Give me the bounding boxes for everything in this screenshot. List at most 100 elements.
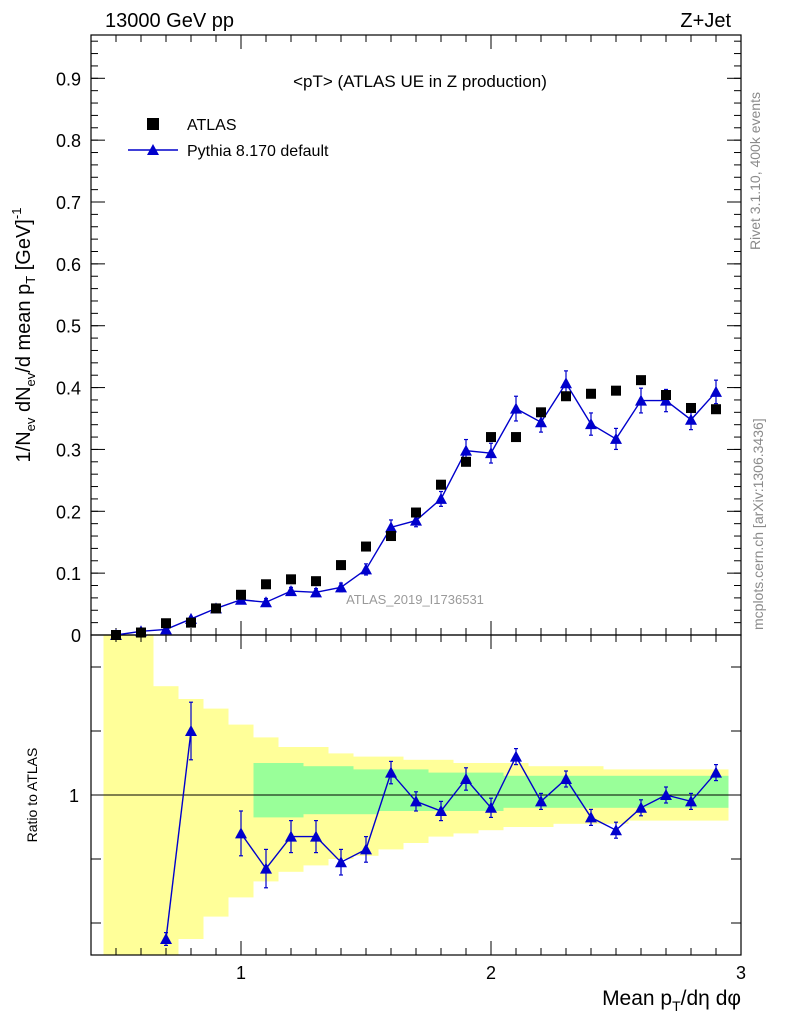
pythia-point xyxy=(410,514,422,526)
main-series xyxy=(110,370,722,640)
pythia-point xyxy=(660,394,672,406)
atlas-point xyxy=(511,432,521,443)
pythia-point xyxy=(710,385,722,397)
ratio-point xyxy=(410,795,422,807)
atlas-point xyxy=(261,579,271,590)
atlas-point xyxy=(636,375,646,386)
ratio-point xyxy=(360,843,372,855)
mcplots-label: mcplots.cern.ch [arXiv:1306.3436] xyxy=(750,418,766,630)
atlas-point xyxy=(136,627,146,638)
ratio-point xyxy=(460,773,472,784)
analysis-id: ATLAS_2019_I1736531 xyxy=(346,592,484,607)
ratio-point xyxy=(535,795,547,807)
legend-pythia-label: Pythia 8.170 default xyxy=(187,143,329,160)
inner-band-bin xyxy=(578,775,604,808)
atlas-point xyxy=(361,541,371,552)
x-axis-label-sub: T xyxy=(672,998,681,1014)
y-tick-label: 0.6 xyxy=(56,255,81,275)
inner-band-bin xyxy=(328,766,354,815)
y-axis-label-part: [GeV] xyxy=(13,219,35,276)
ratio-point xyxy=(560,773,572,784)
y-tick-label: 0.4 xyxy=(56,379,81,399)
pythia-point xyxy=(260,596,272,608)
x-axis-label: Mean pT/dη dφ xyxy=(602,987,741,1014)
legend-atlas-marker xyxy=(147,118,159,130)
y-axis-label-sub: ev xyxy=(23,417,38,431)
y-tick-label: 0 xyxy=(71,626,81,646)
ratio-point xyxy=(260,862,272,874)
x-tick-label: 2 xyxy=(486,963,496,983)
y-tick-label: 0.8 xyxy=(56,131,81,151)
y-axis-label-part: 1/N xyxy=(13,431,35,462)
y-tick-label: 0.3 xyxy=(56,440,81,460)
pythia-point xyxy=(610,432,622,444)
atlas-point xyxy=(686,402,696,413)
y-tick-label: 0.9 xyxy=(56,69,81,89)
x-axis-label-part: Mean p xyxy=(602,987,672,1010)
atlas-point xyxy=(461,456,471,467)
pythia-point xyxy=(510,402,522,414)
atlas-point xyxy=(536,407,546,418)
ratio-point xyxy=(710,766,722,778)
x-tick-label: 1 xyxy=(236,963,246,983)
ratio-tick-label: 1 xyxy=(69,786,79,806)
ratio-series xyxy=(160,701,722,947)
x-tick-label: 3 xyxy=(736,963,746,983)
ratio-point xyxy=(335,856,347,868)
ratio-point xyxy=(510,750,522,762)
ratio-point xyxy=(185,725,197,736)
pythia-point xyxy=(160,623,172,635)
ratio-point xyxy=(435,805,447,816)
inner-band-bin xyxy=(278,763,304,818)
inner-band-bin xyxy=(603,775,629,808)
ratio-point xyxy=(385,766,397,778)
pythia-point xyxy=(385,521,397,533)
y-tick-label: 0.1 xyxy=(56,564,81,584)
y-tick-label: 0.2 xyxy=(56,502,81,522)
plot-title: <pT> (ATLAS UE in Z production) xyxy=(293,72,547,91)
legend: ATLAS Pythia 8.170 default xyxy=(128,117,329,160)
atlas-point xyxy=(486,432,496,443)
pythia-point xyxy=(485,447,497,459)
pythia-point xyxy=(435,492,447,504)
atlas-point xyxy=(586,388,596,399)
ratio-point xyxy=(610,824,622,836)
ratio-point xyxy=(160,933,172,944)
y-axis-label-sup: -1 xyxy=(9,208,24,220)
process-label: Z+Jet xyxy=(680,10,731,32)
pythia-point xyxy=(585,418,597,430)
ratio-point xyxy=(635,801,647,813)
atlas-point xyxy=(611,385,621,396)
y-axis-label: 1/Nev dNev/d mean pT [GeV]-1 xyxy=(9,208,38,463)
pythia-point xyxy=(560,377,572,389)
atlas-point xyxy=(386,531,396,542)
ratio-point xyxy=(660,789,672,800)
pythia-point xyxy=(635,394,647,406)
ratio-point xyxy=(285,830,297,842)
ratio-point xyxy=(235,827,247,839)
energy-label: 13000 GeV pp xyxy=(105,10,234,32)
ratio-y-axis-label: Ratio to ATLAS xyxy=(24,748,40,843)
inner-band-bin xyxy=(253,763,279,818)
atlas-point xyxy=(311,576,321,587)
ratio-point xyxy=(485,801,497,813)
atlas-point xyxy=(211,603,221,614)
y-tick-label: 0.7 xyxy=(56,193,81,213)
atlas-point xyxy=(711,404,721,415)
atlas-point xyxy=(661,390,671,400)
atlas-point xyxy=(286,574,296,585)
rivet-label: Rivet 3.1.10, 400k events xyxy=(747,92,763,250)
legend-pythia-marker xyxy=(147,144,159,155)
y-axis-label-sub: ev xyxy=(23,372,38,386)
pythia-point xyxy=(535,416,547,428)
outer-band-bin xyxy=(203,708,229,917)
pythia-point xyxy=(335,581,347,593)
inner-band-bin xyxy=(353,769,379,815)
y-axis-label-part: dN xyxy=(13,386,35,417)
pythia-point xyxy=(685,413,697,425)
inner-band-bin xyxy=(503,775,529,808)
atlas-point xyxy=(111,630,121,640)
pythia-point xyxy=(360,563,372,575)
atlas-point xyxy=(236,589,246,600)
